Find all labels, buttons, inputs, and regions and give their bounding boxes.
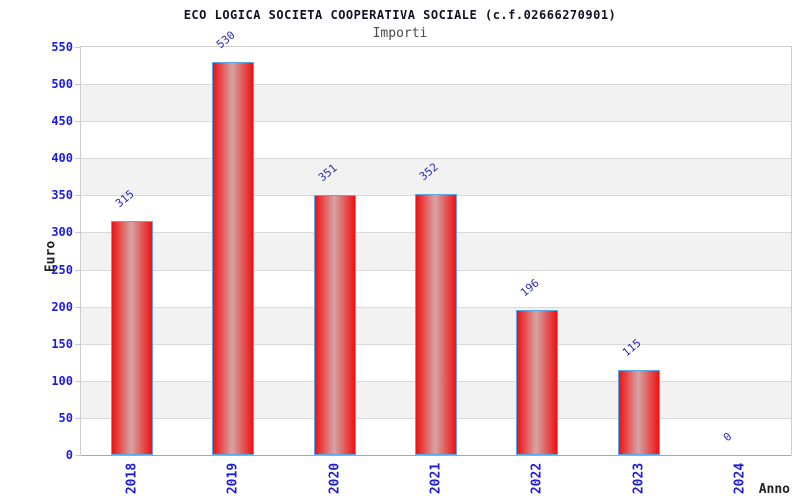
x-axis-line [81, 455, 791, 456]
y-tick-mark [75, 455, 80, 456]
x-tick-label: 2022 [529, 462, 545, 495]
plot-area [80, 46, 792, 456]
grid-band [81, 121, 791, 159]
y-tick-label: 0 [65, 448, 73, 462]
chart-subtitle: Importi [372, 26, 428, 41]
gridline [81, 158, 791, 160]
y-tick-label: 200 [51, 299, 73, 314]
gridline [81, 84, 791, 86]
y-tick-mark [75, 158, 80, 160]
x-tick-label: 2021 [428, 462, 444, 495]
bar [212, 61, 255, 455]
y-tick-label: 100 [51, 373, 73, 388]
gridline [81, 121, 791, 123]
y-tick-label: 50 [58, 410, 73, 425]
x-tick-label: 2018 [124, 462, 140, 495]
y-tick-label: 300 [51, 225, 73, 240]
y-tick-mark [75, 417, 80, 419]
bar [516, 309, 559, 455]
y-tick-label: 350 [51, 188, 73, 203]
y-tick-mark [75, 121, 80, 123]
y-tick-label: 400 [51, 151, 73, 166]
y-tick-mark [75, 343, 80, 345]
bar [313, 194, 356, 455]
x-tick-label: 2019 [225, 462, 241, 495]
y-tick-label: 550 [51, 40, 73, 54]
y-tick-label: 150 [51, 336, 73, 351]
grid-band [81, 158, 791, 196]
x-tick-label: 2020 [327, 462, 343, 495]
bar [110, 221, 153, 455]
y-tick-mark [75, 306, 80, 308]
x-tick-label: 2023 [631, 462, 647, 495]
x-tick-label: 2024 [732, 462, 748, 495]
y-tick-mark [75, 380, 80, 382]
grid-band [81, 84, 791, 122]
y-tick-label: 250 [51, 262, 73, 277]
bar [617, 369, 660, 455]
bar [415, 193, 457, 455]
y-tick-mark [75, 269, 80, 271]
y-tick-mark [75, 195, 80, 197]
y-tick-mark [75, 84, 80, 86]
chart-title: ECO LOGICA SOCIETA COOPERATIVA SOCIALE (… [183, 8, 617, 22]
x-axis-title: Anno [758, 482, 790, 497]
y-tick-mark [75, 47, 80, 48]
y-tick-mark [75, 232, 80, 234]
y-tick-label: 450 [51, 114, 73, 129]
grid-band [81, 47, 791, 85]
y-tick-label: 500 [51, 77, 73, 92]
